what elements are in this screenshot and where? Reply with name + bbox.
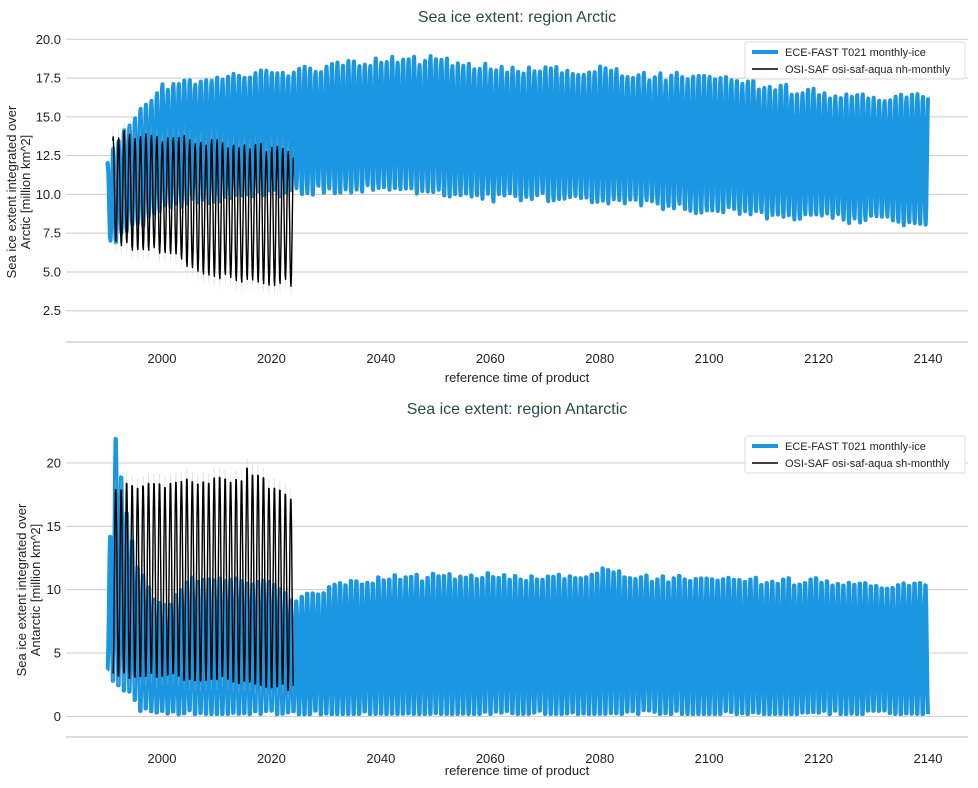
legend-entry: ECE-FAST T021 monthly-ice — [785, 47, 926, 59]
legend: ECE-FAST T021 monthly-ice OSI-SAF osi-saf… — [744, 41, 966, 80]
x-tick-label: 2080 — [585, 351, 614, 366]
arctic-panel: Sea ice extent: region Arctic Sea ice ex… — [4, 9, 968, 385]
y-axis-label-line2: Arctic [million km^2] — [18, 135, 33, 249]
y-tick-label: 0 — [54, 709, 61, 724]
legend: ECE-FAST T021 monthly-ice OSI-SAF osi-saf… — [744, 435, 966, 474]
obs-series-line — [112, 129, 294, 287]
x-tick-label: 2040 — [366, 751, 395, 766]
y-tick-label: 10.0 — [36, 187, 61, 202]
y-axis-label: Sea ice extent integrated over Arctic [m… — [4, 105, 33, 278]
x-tick-label: 2140 — [914, 351, 943, 366]
y-tick-label: 12.5 — [36, 148, 61, 163]
chart-title: Sea ice extent: region Arctic — [418, 9, 616, 26]
chart-title: Sea ice extent: region Antarctic — [407, 401, 628, 418]
y-tick-label: 17.5 — [36, 71, 61, 86]
legend-entry: OSI-SAF osi-saf-aqua nh-monthly — [785, 64, 951, 76]
legend-entry: OSI-SAF osi-saf-aqua sh-monthly — [785, 458, 950, 470]
y-tick-label: 15.0 — [36, 109, 61, 124]
obs-series-line — [112, 467, 294, 691]
x-tick-label: 2120 — [804, 351, 833, 366]
y-tick-label: 5.0 — [43, 264, 61, 279]
x-tick-label: 2000 — [148, 351, 177, 366]
legend-entry: ECE-FAST T021 monthly-ice — [785, 441, 926, 453]
x-axis-label: reference time of product — [445, 763, 590, 778]
y-tick-label: 10 — [47, 582, 61, 597]
y-tick-label: 20 — [47, 456, 61, 471]
legend-box — [744, 41, 966, 80]
model-series-line — [105, 54, 930, 245]
y-tick-label: 2.5 — [43, 303, 61, 318]
antarctic-panel: Sea ice extent: region Antarctic Sea ice… — [14, 401, 968, 778]
x-tick-label: 2000 — [148, 751, 177, 766]
legend-box — [744, 435, 966, 474]
x-tick-label: 2080 — [585, 751, 614, 766]
x-tick-label: 2060 — [476, 351, 505, 366]
x-tick-label: 2120 — [804, 751, 833, 766]
y-axis-label: Sea ice extent integrated over Antarctic… — [14, 503, 43, 676]
x-tick-label: 2020 — [257, 751, 286, 766]
y-tick-label: 5 — [54, 646, 61, 661]
y-axis-label-line2: Antarctic [million km^2] — [28, 524, 43, 657]
x-axis-label: reference time of product — [445, 370, 590, 385]
y-tick-label: 15 — [47, 519, 61, 534]
y-tick-label: 20.0 — [36, 32, 61, 47]
y-axis-label-line1: Sea ice extent integrated over — [14, 503, 29, 676]
x-tick-label: 2100 — [695, 351, 724, 366]
x-tick-label: 2060 — [476, 751, 505, 766]
x-tick-label: 2020 — [257, 351, 286, 366]
x-tick-label: 2100 — [695, 751, 724, 766]
y-tick-label: 7.5 — [43, 226, 61, 241]
x-tick-label: 2140 — [914, 751, 943, 766]
x-tick-label: 2040 — [366, 351, 395, 366]
model-series-line — [105, 437, 930, 717]
y-axis-label-line1: Sea ice extent integrated over — [4, 105, 19, 278]
